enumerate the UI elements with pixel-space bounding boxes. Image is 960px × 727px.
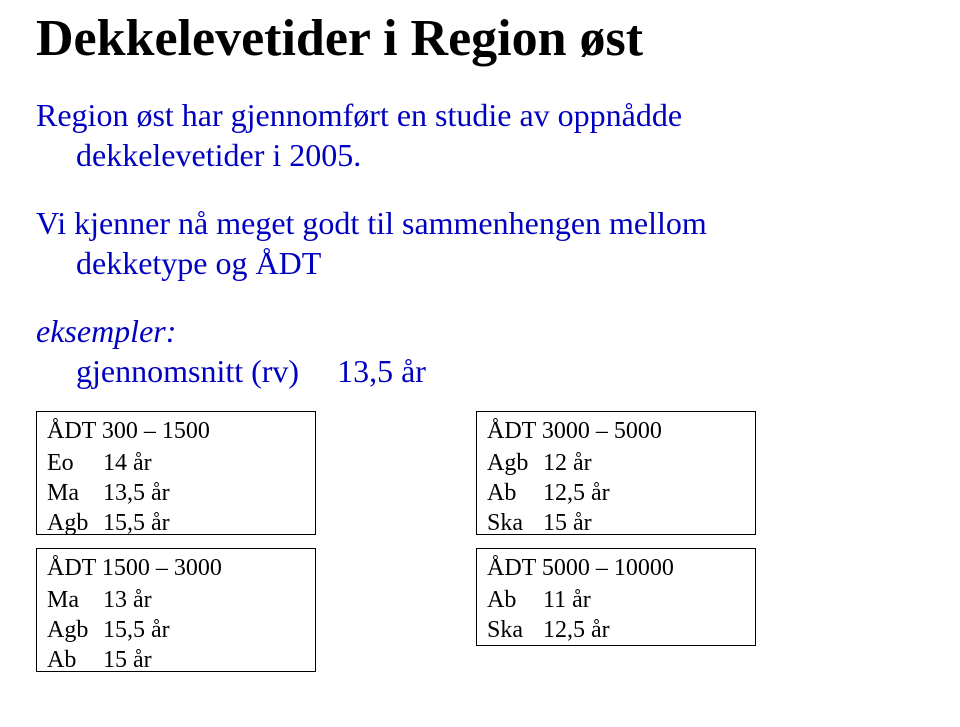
row-value: 11 år <box>543 585 591 615</box>
row-value: 13 år <box>103 585 152 615</box>
box-row: Eo 14 år <box>47 448 305 478</box>
para-2-line-1: Vi kjenner nå meget godt til sammenhenge… <box>36 205 707 241</box>
row-label: Eo <box>47 448 103 478</box>
row-label: Ska <box>487 508 543 538</box>
intro-paragraph: Region øst har gjennomført en studie av … <box>36 95 924 175</box>
row-label: Ab <box>47 645 103 675</box>
box-row: Ab 12,5 år <box>487 478 745 508</box>
row-value: 14 år <box>103 448 152 478</box>
row-value: 12,5 år <box>543 615 610 645</box>
boxes-area: ÅDT 300 – 1500 Eo 14 år Ma 13,5 år Agb 1… <box>36 411 924 671</box>
box-adt-1500-3000: ÅDT 1500 – 3000 Ma 13 år Agb 15,5 år Ab … <box>36 548 316 672</box>
row-label: Ma <box>47 585 103 615</box>
box-head: ÅDT 5000 – 10000 <box>487 553 745 583</box>
box-adt-3000-5000: ÅDT 3000 – 5000 Agb 12 år Ab 12,5 år Ska… <box>476 411 756 535</box>
box-row: Agb 15,5 år <box>47 508 305 538</box>
avg-label: gjennomsnitt (rv) <box>36 351 299 391</box>
page: Dekkelevetider i Region øst Region øst h… <box>0 0 960 727</box>
box-row: Ma 13 år <box>47 585 305 615</box>
row-value: 12,5 år <box>543 478 610 508</box>
box-adt-5000-10000: ÅDT 5000 – 10000 Ab 11 år Ska 12,5 år <box>476 548 756 646</box>
row-label: Ma <box>47 478 103 508</box>
box-head: ÅDT 3000 – 5000 <box>487 416 745 446</box>
intro-line-1: Region øst har gjennomført en studie av … <box>36 97 682 133</box>
row-label: Agb <box>47 615 103 645</box>
box-row: Agb 15,5 år <box>47 615 305 645</box>
row-label: Agb <box>47 508 103 538</box>
examples-label: eksempler: <box>36 313 176 349</box>
row-label: Agb <box>487 448 543 478</box>
box-row: Ska 15 år <box>487 508 745 538</box>
row-label: Ska <box>487 615 543 645</box>
page-title: Dekkelevetider i Region øst <box>36 10 924 67</box>
box-row: Ab 15 år <box>47 645 305 675</box>
box-row: Ska 12,5 år <box>487 615 745 645</box>
intro-line-2: dekkelevetider i 2005. <box>36 137 361 173</box>
box-row: Ma 13,5 år <box>47 478 305 508</box>
row-label: Ab <box>487 478 543 508</box>
box-adt-300-1500: ÅDT 300 – 1500 Eo 14 år Ma 13,5 år Agb 1… <box>36 411 316 535</box>
row-value: 15 år <box>543 508 592 538</box>
box-row: Agb 12 år <box>487 448 745 478</box>
row-value: 15 år <box>103 645 152 675</box>
row-value: 15,5 år <box>103 508 170 538</box>
para-2-line-2: dekketype og ÅDT <box>36 245 321 281</box>
row-label: Ab <box>487 585 543 615</box>
para-2: Vi kjenner nå meget godt til sammenhenge… <box>36 203 924 283</box>
examples-block: eksempler: gjennomsnitt (rv) 13,5 år <box>36 311 924 391</box>
box-head: ÅDT 300 – 1500 <box>47 416 305 446</box>
row-value: 13,5 år <box>103 478 170 508</box>
box-row: Ab 11 år <box>487 585 745 615</box>
avg-value: 13,5 år <box>337 351 426 391</box>
row-value: 15,5 år <box>103 615 170 645</box>
box-head: ÅDT 1500 – 3000 <box>47 553 305 583</box>
avg-row: gjennomsnitt (rv) 13,5 år <box>36 351 924 391</box>
row-value: 12 år <box>543 448 592 478</box>
